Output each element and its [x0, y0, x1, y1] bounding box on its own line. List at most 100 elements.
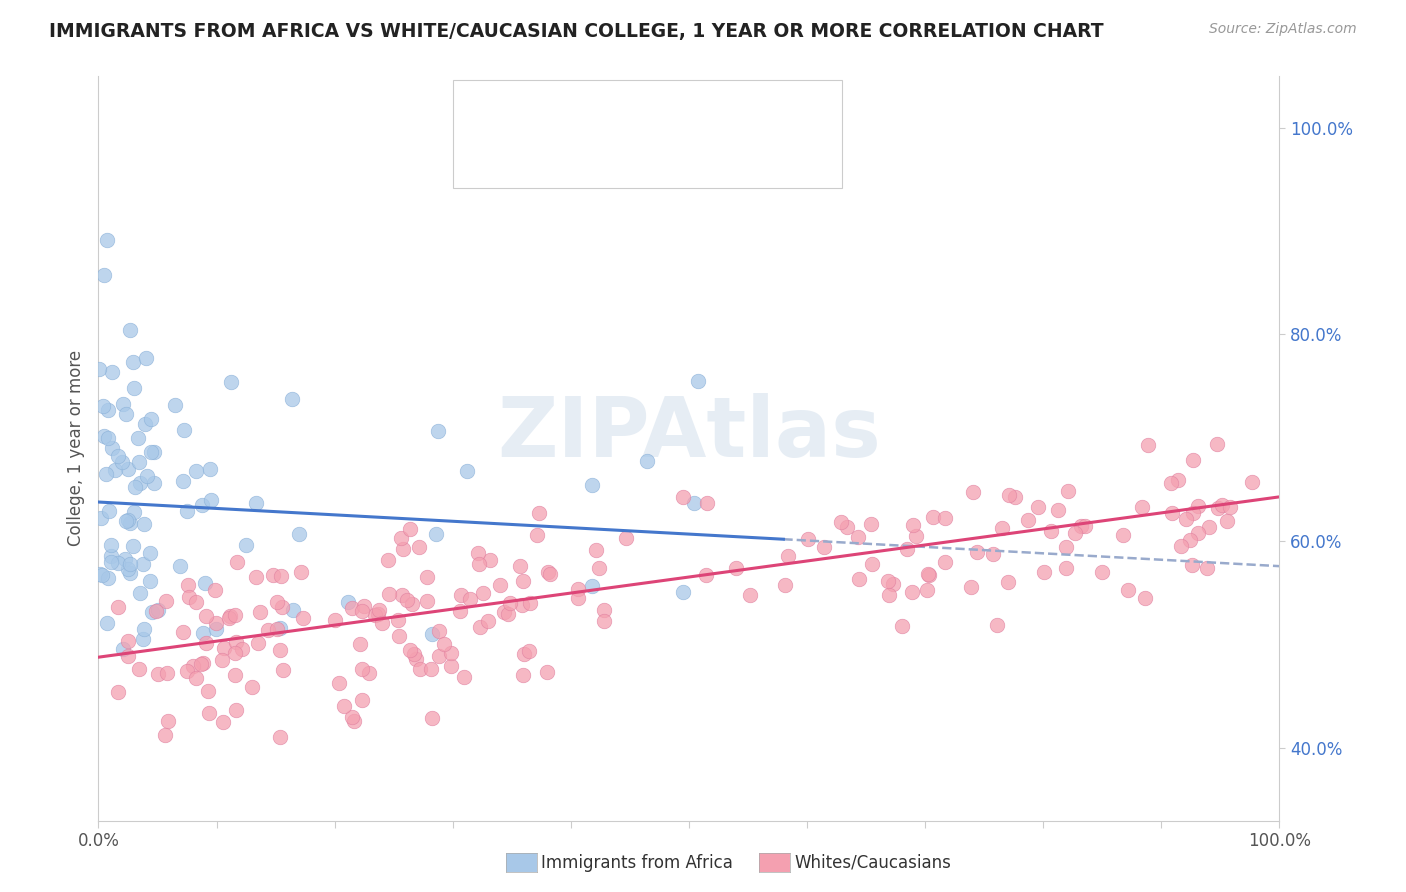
Point	[245, 569, 267, 583]
Point	[378, 587, 401, 601]
Point	[813, 541, 835, 555]
Point	[128, 455, 150, 469]
Point	[249, 605, 271, 619]
Point	[225, 635, 247, 649]
Point	[156, 665, 179, 680]
Point	[389, 531, 412, 545]
Point	[240, 680, 263, 694]
Point	[585, 543, 607, 558]
Point	[517, 644, 540, 658]
Point	[934, 555, 956, 569]
Point	[198, 706, 221, 720]
Point	[399, 522, 422, 536]
Point	[89, 566, 111, 581]
Point	[725, 560, 748, 574]
Point	[1054, 561, 1077, 575]
Point	[408, 540, 430, 554]
Point	[1240, 475, 1263, 490]
Point	[118, 566, 141, 580]
Point	[449, 604, 471, 618]
Point	[290, 565, 312, 579]
Point	[738, 588, 761, 602]
Point	[1167, 473, 1189, 487]
Point	[115, 514, 138, 528]
Point	[1216, 514, 1239, 528]
Point	[588, 561, 610, 575]
Point	[1057, 483, 1080, 498]
Point	[204, 622, 226, 636]
Point	[139, 412, 162, 426]
Point	[97, 571, 120, 585]
Point	[328, 676, 350, 690]
Point	[592, 603, 614, 617]
Point	[117, 462, 139, 476]
Point	[122, 539, 145, 553]
Point	[1205, 436, 1227, 450]
Point	[100, 555, 122, 569]
Point	[915, 583, 938, 598]
Point	[266, 595, 288, 609]
Point	[139, 574, 162, 588]
Point	[399, 643, 422, 657]
Point	[776, 549, 799, 564]
Point	[173, 423, 195, 437]
Point	[391, 588, 413, 602]
Point	[512, 574, 534, 588]
Point	[1211, 498, 1233, 512]
Point	[371, 615, 394, 630]
Point	[287, 527, 309, 541]
Point	[387, 613, 409, 627]
Point	[567, 591, 589, 605]
Point	[143, 444, 166, 458]
Point	[100, 365, 122, 379]
Point	[270, 569, 292, 583]
Point	[470, 620, 492, 634]
Point	[427, 424, 450, 438]
Point	[848, 572, 870, 586]
Point	[359, 666, 381, 681]
Point	[1039, 524, 1062, 538]
Point	[172, 624, 194, 639]
Point	[177, 578, 200, 592]
Point	[136, 468, 159, 483]
Point	[877, 588, 900, 602]
Point	[107, 556, 129, 570]
Point	[127, 431, 149, 445]
Y-axis label: College, 1 year or more: College, 1 year or more	[66, 351, 84, 546]
Point	[141, 605, 163, 619]
Point	[200, 493, 222, 508]
Point	[425, 527, 447, 541]
Point	[132, 557, 155, 571]
Point	[117, 633, 139, 648]
Point	[509, 558, 531, 573]
Point	[860, 557, 883, 571]
Point	[859, 517, 882, 532]
Point	[499, 596, 522, 610]
Point	[1161, 506, 1184, 520]
Point	[122, 505, 145, 519]
Point	[262, 568, 284, 582]
Point	[135, 351, 157, 366]
Point	[593, 614, 616, 628]
Point	[364, 607, 387, 622]
Point	[104, 463, 127, 477]
Point	[186, 672, 208, 686]
Point	[368, 603, 391, 617]
Point	[467, 546, 489, 560]
Point	[247, 636, 270, 650]
Point	[132, 622, 155, 636]
Point	[107, 685, 129, 699]
Point	[114, 552, 136, 566]
Point	[1136, 438, 1159, 452]
Point	[176, 504, 198, 518]
Point	[117, 513, 139, 527]
Point	[146, 603, 169, 617]
Point	[224, 646, 246, 660]
Point	[340, 710, 363, 724]
Text: R =  0.651   N = 200: R = 0.651 N = 200	[515, 153, 749, 173]
Point	[536, 565, 558, 579]
Point	[204, 583, 226, 598]
Point	[696, 496, 718, 510]
Point	[1074, 519, 1097, 533]
Point	[1182, 506, 1205, 520]
